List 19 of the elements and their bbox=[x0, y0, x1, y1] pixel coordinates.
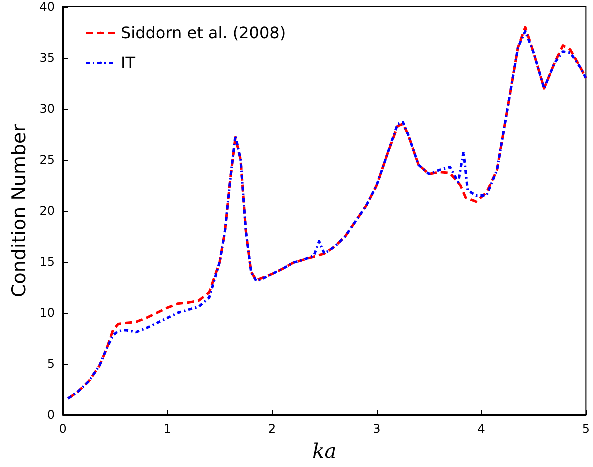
legend-label: Siddorn et al. (2008) bbox=[121, 24, 286, 42]
x-axis-title: ka bbox=[312, 439, 337, 463]
y-tick-label: 40 bbox=[40, 0, 55, 14]
x-tick-label: 0 bbox=[59, 422, 67, 436]
y-axis-title: Condition Number bbox=[8, 124, 30, 298]
y-tick-label: 30 bbox=[40, 102, 55, 116]
x-tick-label: 4 bbox=[478, 422, 486, 436]
legend-label: IT bbox=[121, 54, 136, 72]
x-tick-label: 3 bbox=[373, 422, 381, 436]
x-tick-label: 5 bbox=[582, 422, 590, 436]
x-tick-label: 2 bbox=[268, 422, 276, 436]
y-tick-label: 0 bbox=[47, 408, 55, 422]
y-tick-label: 20 bbox=[40, 204, 55, 218]
y-tick-label: 25 bbox=[40, 153, 55, 167]
y-tick-label: 5 bbox=[47, 357, 55, 371]
y-tick-label: 35 bbox=[40, 51, 55, 65]
y-tick-label: 15 bbox=[40, 255, 55, 269]
y-tick-label: 10 bbox=[40, 306, 55, 320]
x-tick-label: 1 bbox=[164, 422, 172, 436]
